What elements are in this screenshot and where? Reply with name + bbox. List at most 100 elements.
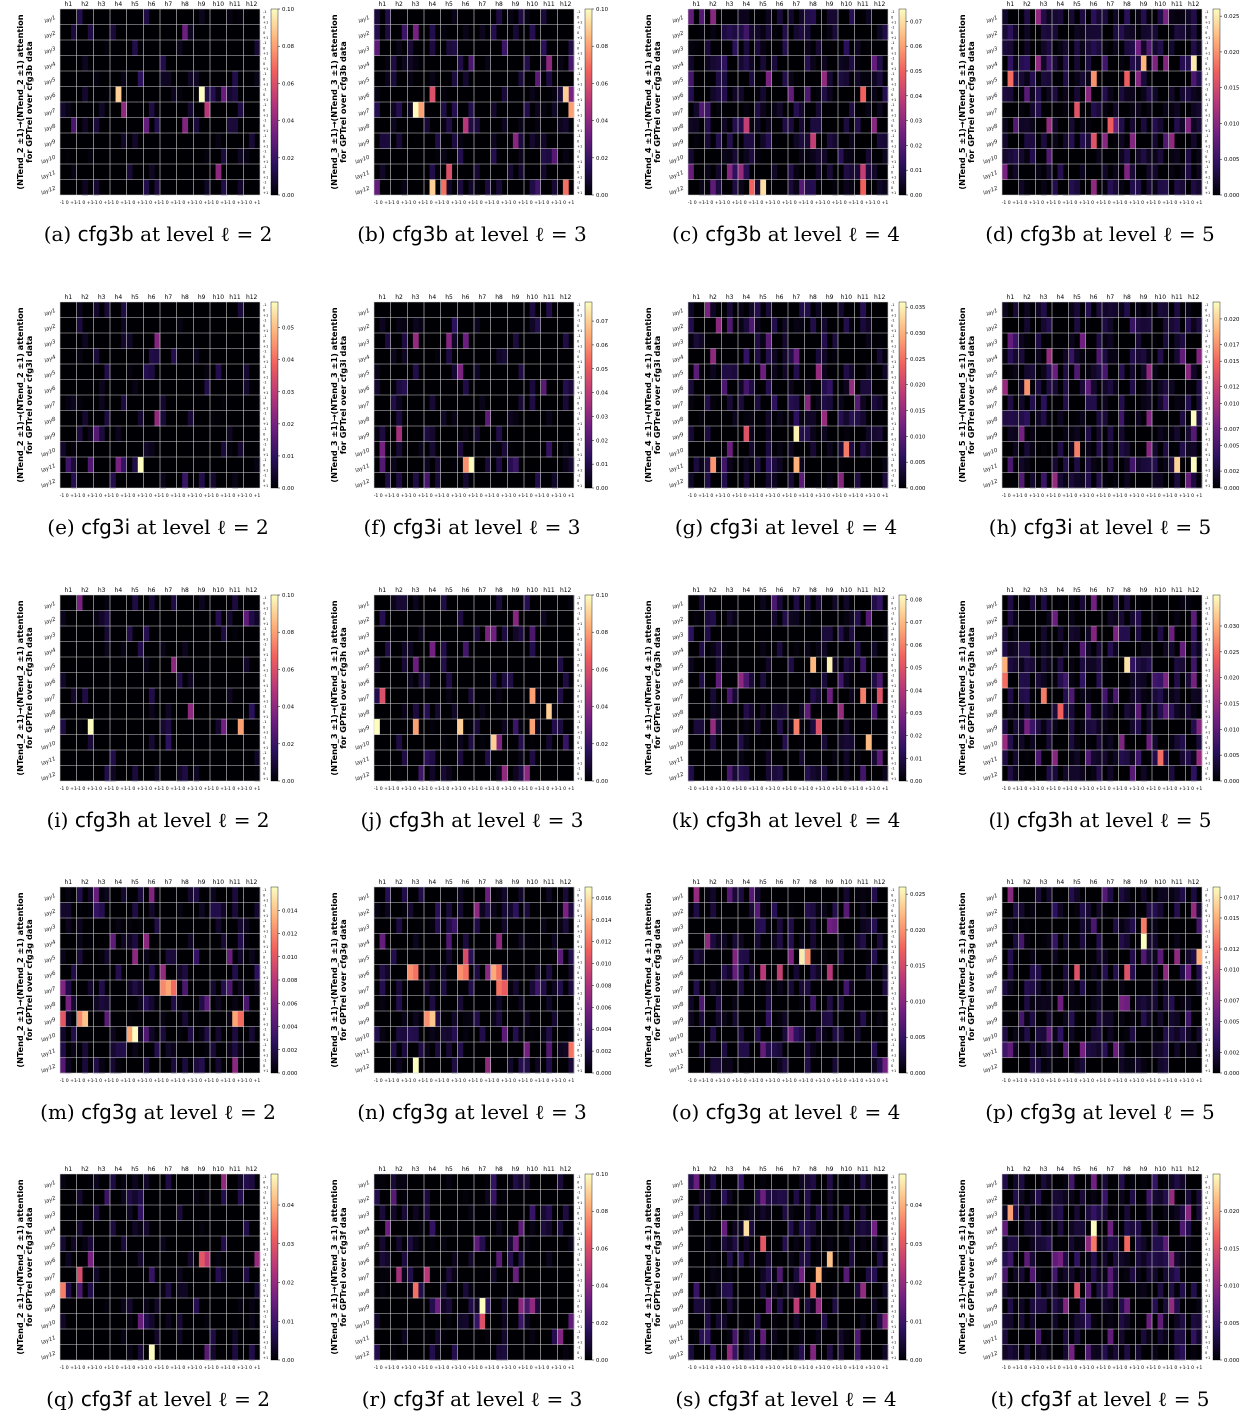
- heatmap-cell: [396, 102, 402, 118]
- side-tick-label: +1: [1205, 144, 1210, 148]
- heatmap-cell: [805, 595, 811, 611]
- layer-tick-label: lay5: [44, 955, 58, 965]
- heatmap-cell: [705, 626, 711, 642]
- heatmap-cell: [1013, 411, 1019, 427]
- heatmap-cell: [435, 1027, 441, 1043]
- heatmap-cell: [452, 364, 458, 380]
- side-tick-label: 0: [891, 725, 894, 729]
- heatmap-cell: [380, 1267, 386, 1283]
- caption-dataset: cfg3b: [705, 222, 761, 246]
- heatmap-cell: [1146, 395, 1152, 411]
- colorbar-tick-label: 0.10: [596, 7, 609, 13]
- heatmap-cell: [166, 25, 172, 41]
- heatmap-cell: [204, 1190, 210, 1206]
- heatmap-cell: [491, 25, 497, 41]
- heatmap-cell: [871, 426, 877, 442]
- heatmap-cell: [60, 1058, 66, 1074]
- head-tick-label: h6: [1090, 1, 1098, 8]
- heatmap-cell: [507, 457, 513, 473]
- heatmap-cell: [1024, 642, 1030, 658]
- heatmap-cell: [877, 395, 883, 411]
- colorbar-tick-label: 0.002: [282, 1048, 297, 1054]
- colorbar-tick-label: 0.020: [1224, 317, 1240, 323]
- heatmap-cell: [1108, 180, 1114, 196]
- side-tick-label: +1: [891, 468, 896, 472]
- heatmap-cell: [749, 1221, 755, 1237]
- heatmap-cell: [871, 56, 877, 72]
- heatmap-cell: [1102, 349, 1108, 365]
- head-tick-label: h2: [709, 587, 717, 594]
- heatmap-cell: [552, 149, 558, 165]
- heatmap-cell: [518, 395, 524, 411]
- heatmap-cell: [810, 318, 816, 334]
- heatmap-cell: [1180, 333, 1186, 349]
- heatmap-cell: [216, 996, 222, 1012]
- colorbar-tick-label: 0.02: [910, 143, 922, 149]
- head-tick-label: h2: [1023, 587, 1031, 594]
- heatmap-cell: [827, 1190, 833, 1206]
- heatmap-cell: [1163, 996, 1169, 1012]
- panel-caption: (g) cfg3i at level ℓ = 4: [636, 515, 936, 540]
- heatmap-cell: [827, 87, 833, 103]
- side-tick-label: +1: [891, 98, 896, 102]
- heatmap-cell: [518, 766, 524, 782]
- head-tick-label: h9: [826, 587, 834, 594]
- heatmap-cell: [810, 688, 816, 704]
- heatmap-cell: [760, 87, 766, 103]
- heatmap-cell: [1041, 411, 1047, 427]
- heatmap-cell: [849, 318, 855, 334]
- colorbar-tick-label: 0.06: [910, 643, 923, 649]
- side-tick-label: 0: [891, 479, 894, 483]
- side-tick-label: -1: [891, 658, 895, 662]
- head-tick-label: h1: [65, 1, 73, 8]
- heatmap-cell: [1046, 118, 1052, 134]
- heatmap-cell: [777, 595, 783, 611]
- heatmap-cell: [699, 180, 705, 196]
- heatmap-cell: [849, 442, 855, 458]
- side-tick-label: -1: [263, 88, 267, 92]
- heatmap-cell: [1130, 25, 1136, 41]
- heatmap-cell: [1124, 657, 1130, 673]
- head-tick-label: h12: [560, 294, 572, 301]
- bottom-tick-label: -1 0 +1: [1052, 1078, 1069, 1084]
- heatmap-cell: [177, 1027, 183, 1043]
- heatmap-cell: [413, 965, 419, 981]
- heatmap-cell: [782, 1205, 788, 1221]
- layer-tick-label: lay11: [40, 1048, 56, 1059]
- heatmap-cell: [1091, 918, 1097, 934]
- heatmap-cell: [1146, 949, 1152, 965]
- side-tick-label: 0: [263, 124, 266, 128]
- side-tick-label: +1: [577, 1325, 582, 1329]
- heatmap-cell: [1163, 965, 1169, 981]
- heatmap-cell: [1185, 1042, 1191, 1058]
- heatmap-cell: [699, 102, 705, 118]
- side-tick-label: -1: [263, 981, 267, 985]
- heatmap-cell: [374, 719, 380, 735]
- heatmap-cell: [557, 1329, 563, 1345]
- layer-tick-label: lay8: [44, 709, 58, 719]
- heatmap-cell: [104, 611, 110, 627]
- bottom-tick-label: -1 0 +1: [176, 1078, 193, 1084]
- caption-level: at level ℓ = 2: [131, 1387, 270, 1411]
- colorbar-tick-label: 0.01: [910, 756, 922, 762]
- side-tick-label: 0: [1205, 1033, 1208, 1037]
- heatmap-cell: [1185, 750, 1191, 766]
- heatmap-cell: [166, 719, 172, 735]
- side-tick-label: +1: [891, 82, 896, 86]
- heatmap-cell: [77, 595, 83, 611]
- side-tick-label: 0: [263, 1273, 266, 1277]
- heatmap-cell: [821, 411, 827, 427]
- heatmap-cell: [794, 102, 800, 118]
- side-tick-label: -1: [1205, 103, 1209, 107]
- heatmap-cell: [1091, 180, 1097, 196]
- head-tick-label: h11: [229, 294, 241, 301]
- heatmap-cell: [688, 318, 694, 334]
- side-tick-label: 0: [577, 893, 580, 897]
- heatmap-cell: [749, 965, 755, 981]
- bottom-tick-label: -1 0 +1: [1118, 1078, 1135, 1084]
- heatmap-cell: [430, 1236, 436, 1252]
- heatmap-cell: [391, 595, 397, 611]
- side-tick-label: 0: [891, 186, 894, 190]
- heatmap-cell: [705, 302, 711, 318]
- heatmap-cell: [541, 1221, 547, 1237]
